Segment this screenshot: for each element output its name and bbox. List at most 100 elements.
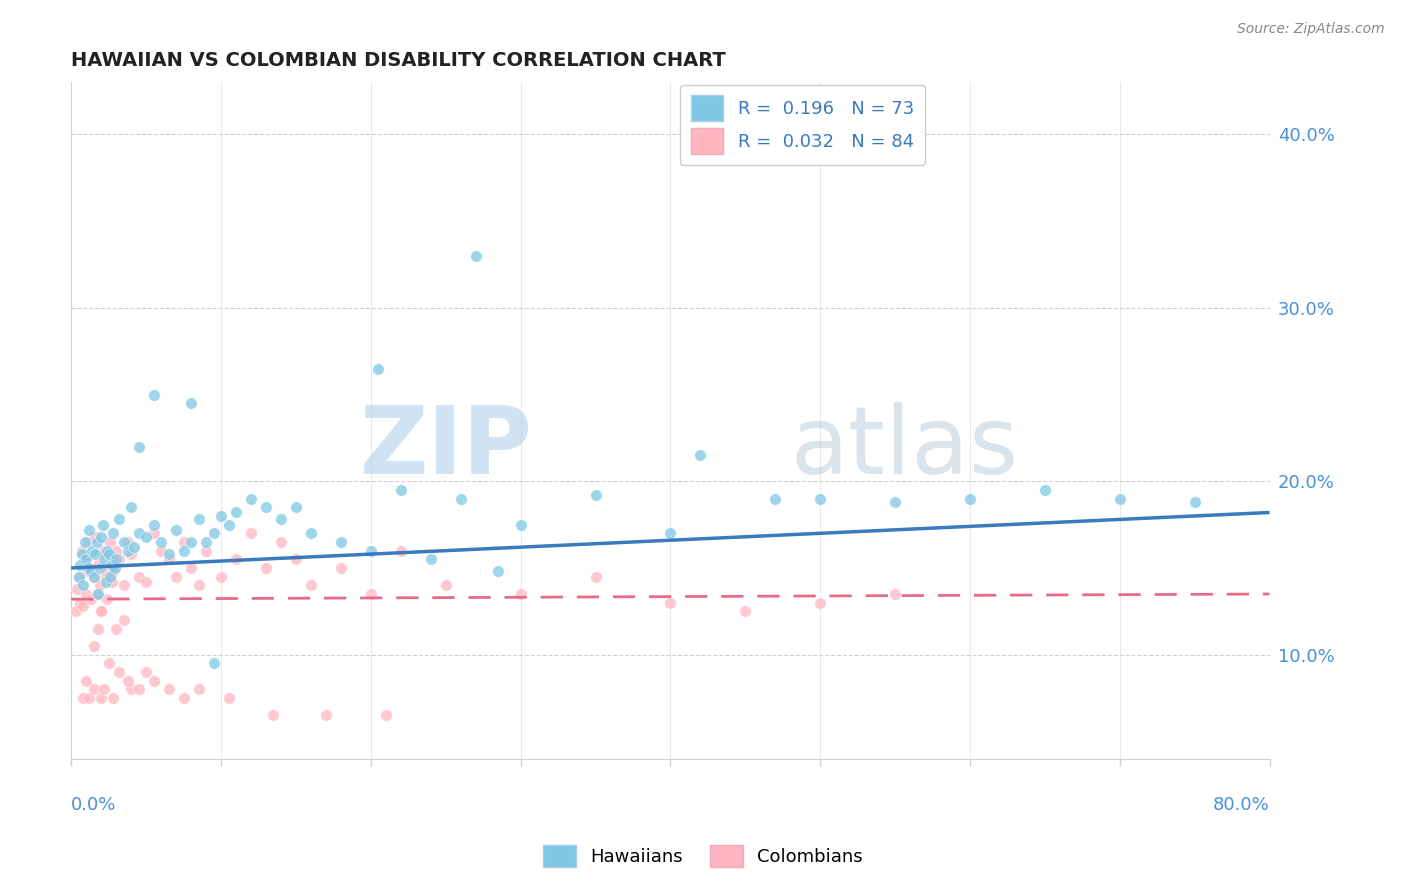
Point <box>76 561 98 575</box>
Point <box>419 552 441 566</box>
Point <box>195 535 218 549</box>
Point <box>808 596 831 610</box>
Point <box>72 599 94 614</box>
Point <box>104 561 127 575</box>
Point <box>89 561 111 575</box>
Point <box>90 691 112 706</box>
Point <box>135 530 157 544</box>
Point <box>112 578 135 592</box>
Point <box>120 500 142 515</box>
Point <box>284 552 307 566</box>
Point <box>1108 491 1130 506</box>
Point <box>450 491 472 506</box>
Text: atlas: atlas <box>790 401 1018 493</box>
Point <box>509 587 531 601</box>
Point <box>70 547 93 561</box>
Point <box>173 691 195 706</box>
Point <box>84 530 107 544</box>
Point <box>202 657 225 671</box>
Point <box>225 506 247 520</box>
Point <box>209 508 232 523</box>
Point <box>82 543 104 558</box>
Point <box>689 448 711 462</box>
Point <box>112 613 135 627</box>
Point <box>96 543 118 558</box>
Point <box>117 673 139 688</box>
Point <box>135 574 157 589</box>
Legend: Hawaiians, Colombians: Hawaiians, Colombians <box>536 838 870 874</box>
Point <box>254 561 277 575</box>
Point <box>87 587 110 601</box>
Point <box>157 547 180 561</box>
Point <box>509 517 531 532</box>
Point <box>240 526 263 541</box>
Point <box>659 526 682 541</box>
Point <box>69 596 91 610</box>
Point <box>240 491 263 506</box>
Point <box>120 547 142 561</box>
Point <box>173 535 195 549</box>
Point <box>100 558 122 572</box>
Point <box>202 526 225 541</box>
Point <box>87 558 110 572</box>
Point <box>91 543 114 558</box>
Point <box>585 488 607 502</box>
Point <box>157 552 180 566</box>
Point <box>101 526 124 541</box>
Point <box>73 535 96 549</box>
Point <box>84 547 107 561</box>
Point <box>284 500 307 515</box>
Point <box>434 578 457 592</box>
Point <box>122 540 145 554</box>
Point <box>128 440 150 454</box>
Point <box>94 569 117 583</box>
Point <box>93 552 115 566</box>
Text: 0.0%: 0.0% <box>72 796 117 814</box>
Point <box>262 708 284 723</box>
Point <box>173 543 195 558</box>
Point <box>82 561 104 575</box>
Point <box>93 682 115 697</box>
Point <box>90 604 112 618</box>
Point <box>315 708 337 723</box>
Point <box>150 543 173 558</box>
Point <box>108 665 131 679</box>
Point <box>97 657 120 671</box>
Point <box>77 691 100 706</box>
Point <box>101 565 124 579</box>
Point <box>225 552 247 566</box>
Point <box>142 526 165 541</box>
Point <box>77 523 100 537</box>
Point <box>73 552 96 566</box>
Point <box>83 569 105 583</box>
Point <box>763 491 786 506</box>
Point <box>254 500 277 515</box>
Point <box>884 587 907 601</box>
Point <box>299 578 322 592</box>
Point <box>117 543 139 558</box>
Point <box>959 491 981 506</box>
Point <box>77 535 100 549</box>
Point <box>108 512 131 526</box>
Point <box>180 396 202 410</box>
Point <box>329 561 352 575</box>
Point <box>360 587 382 601</box>
Text: 80.0%: 80.0% <box>1213 796 1270 814</box>
Point <box>69 558 91 572</box>
Point <box>101 691 124 706</box>
Point <box>112 535 135 549</box>
Point <box>150 535 173 549</box>
Point <box>105 543 128 558</box>
Point <box>389 543 412 558</box>
Point <box>187 682 209 697</box>
Point <box>367 361 389 376</box>
Point <box>374 708 396 723</box>
Point <box>187 512 209 526</box>
Point <box>135 665 157 679</box>
Point <box>93 547 115 561</box>
Point <box>209 569 232 583</box>
Point <box>187 578 209 592</box>
Point <box>218 517 240 532</box>
Point <box>72 578 94 592</box>
Point <box>585 569 607 583</box>
